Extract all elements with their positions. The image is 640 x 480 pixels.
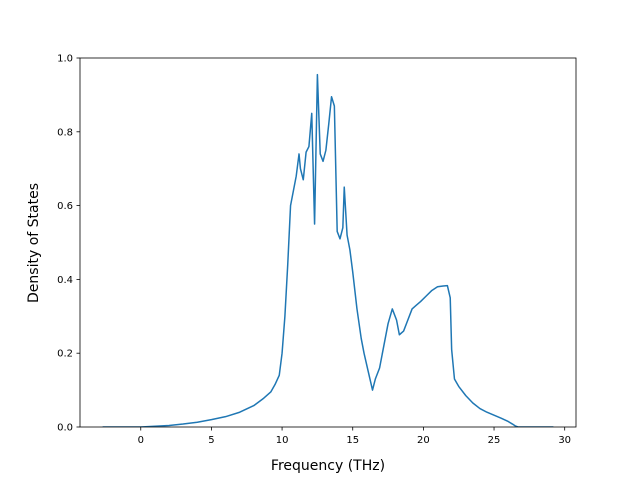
dos-series-line [102,73,554,427]
x-tick-label: 10 [276,435,289,446]
x-tick-label: 25 [488,435,501,446]
y-axis-label: Density of States [26,183,42,303]
x-axis-label: Frequency (THz) [271,458,385,474]
axes: 0 5 10 15 20 25 30 0.0 0.2 0.4 0.6 0.8 1.0 [57,54,577,446]
plot-frame [79,57,577,428]
y-tick-label: 0.8 [57,127,73,138]
y-tick-label: 0.0 [57,423,73,434]
y-tick-label: 1.0 [57,54,73,65]
x-tick-label: 20 [417,435,430,446]
x-tick-label: 5 [208,435,214,446]
y-tick-label: 0.2 [57,349,73,360]
x-tick-label: 0 [138,435,144,446]
y-tick-label: 0.6 [57,201,73,212]
plot-area [102,73,554,427]
x-tick-label: 30 [558,435,571,446]
y-tick-label: 0.4 [57,275,73,286]
x-tick-label: 15 [346,435,359,446]
